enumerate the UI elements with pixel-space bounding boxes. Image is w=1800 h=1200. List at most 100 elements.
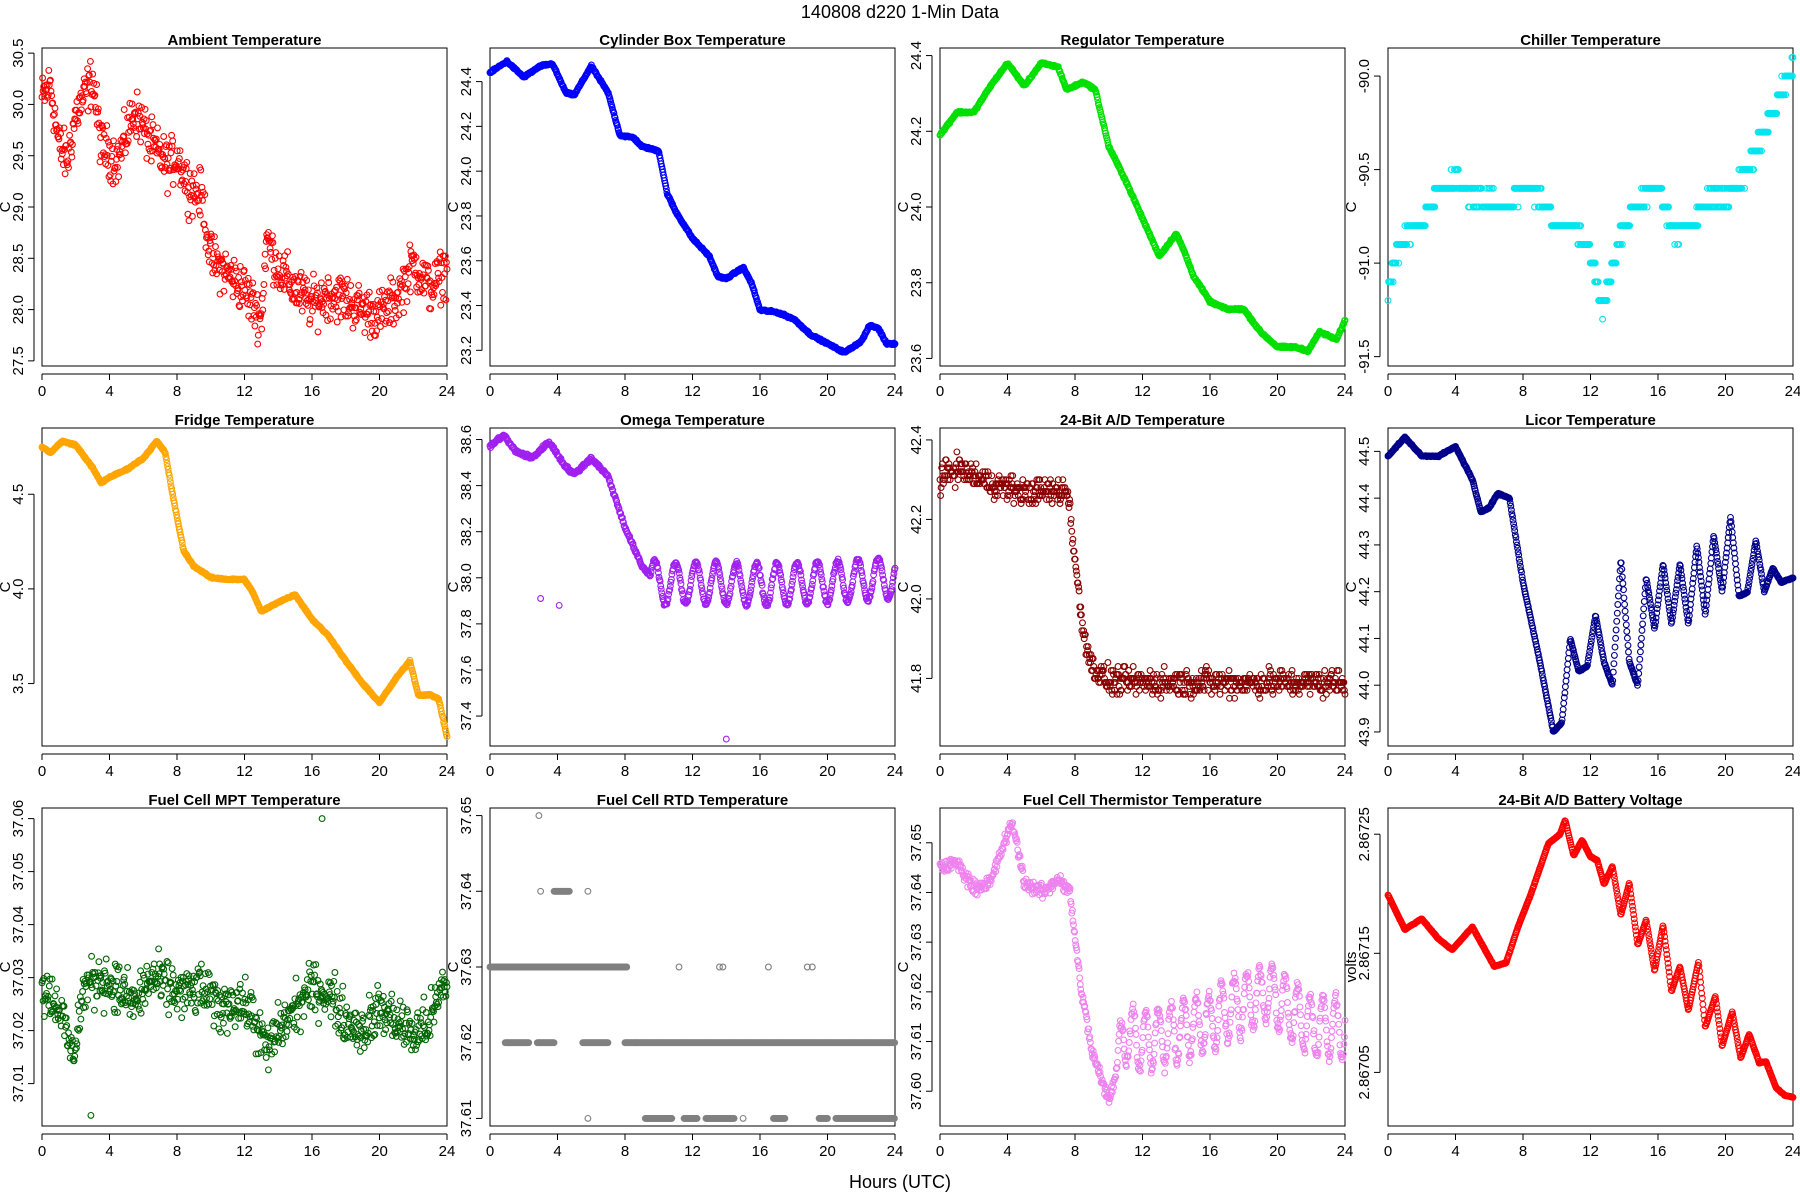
plot-frame — [489, 47, 896, 367]
data-point — [383, 288, 391, 296]
data-point — [152, 135, 160, 143]
data-point — [125, 128, 133, 136]
data-point — [68, 141, 76, 148]
data-point — [48, 92, 56, 100]
data-point — [259, 289, 267, 297]
data-point — [422, 282, 430, 290]
data-point — [314, 328, 322, 336]
data-point — [74, 119, 82, 127]
y-tick-label: 29.0 — [10, 192, 27, 221]
data-point — [303, 276, 311, 284]
plot-frame — [41, 47, 448, 367]
data-point — [196, 211, 204, 219]
data-point — [317, 279, 325, 287]
data-point — [198, 183, 206, 191]
y-tick-label: 24.0 — [908, 192, 925, 221]
y-tick-label: 41.8 — [908, 664, 925, 693]
data-point — [419, 259, 427, 267]
data-point — [1054, 63, 1062, 71]
data-point — [89, 70, 97, 78]
data-point — [439, 288, 446, 296]
data-point — [222, 250, 230, 258]
x-tick-label: 12 — [684, 763, 701, 780]
data-point — [236, 262, 244, 270]
data-point — [337, 313, 345, 321]
data-point — [87, 103, 95, 111]
data-point — [160, 133, 168, 140]
data-point — [367, 301, 375, 308]
x-tick-label: 8 — [1071, 763, 1079, 780]
data-point — [443, 265, 451, 273]
data-point — [154, 124, 161, 132]
data-point — [91, 91, 99, 99]
data-point — [310, 270, 317, 278]
data-point — [306, 320, 314, 328]
data-point — [401, 284, 409, 292]
y-tick-label: 28.0 — [10, 295, 27, 324]
data-point — [39, 74, 47, 82]
y-tick-label: 38.4 — [458, 471, 475, 500]
data-points — [38, 57, 451, 348]
y-tick-label: 24.2 — [908, 117, 925, 146]
x-tick-label: 8 — [1519, 383, 1527, 400]
data-point — [390, 320, 397, 328]
data-point — [125, 113, 133, 121]
plot-frame — [939, 47, 1346, 367]
data-point — [93, 81, 101, 88]
data-point — [1454, 166, 1462, 174]
data-point — [362, 298, 370, 305]
data-point — [274, 265, 282, 273]
data-point — [1384, 297, 1392, 304]
x-tick-label: 12 — [1582, 383, 1599, 400]
data-point — [211, 266, 219, 274]
data-point — [607, 97, 614, 105]
data-point — [350, 296, 357, 304]
data-point — [188, 177, 196, 185]
data-point — [244, 274, 252, 282]
data-point — [237, 278, 245, 286]
data-point — [178, 176, 186, 184]
data-point — [416, 288, 424, 296]
data-point — [96, 158, 104, 166]
data-point — [420, 289, 428, 297]
panel-title: Chiller Temperature — [1520, 32, 1661, 49]
x-tick-label: 8 — [621, 763, 629, 780]
data-point — [326, 315, 334, 323]
y-axis-label: C — [895, 581, 912, 592]
y-tick-label: -90.0 — [1356, 59, 1373, 93]
data-point — [64, 157, 72, 165]
x-tick-label: 20 — [1269, 383, 1286, 400]
x-tick-label: 20 — [371, 383, 388, 400]
data-point — [270, 281, 277, 289]
data-point — [430, 291, 438, 299]
data-point — [400, 309, 408, 317]
data-point — [437, 259, 445, 267]
data-point — [199, 196, 206, 204]
data-point — [185, 217, 193, 225]
data-point — [304, 286, 312, 294]
x-tick-label: 12 — [684, 383, 701, 400]
data-point — [333, 318, 341, 326]
panel-title: Ambient Temperature — [168, 32, 322, 49]
data-point — [65, 164, 72, 172]
data-point — [267, 248, 275, 256]
x-tick-label: 0 — [936, 763, 944, 780]
data-point — [295, 295, 303, 303]
data-point — [212, 243, 219, 251]
data-point — [313, 289, 321, 297]
data-point — [169, 137, 177, 145]
y-tick-label: 37.6 — [458, 655, 475, 684]
y-tick-label: 30.0 — [10, 90, 27, 119]
x-tick-label: 0 — [38, 383, 46, 400]
data-point — [100, 131, 108, 138]
y-axis-label: C — [1343, 201, 1360, 212]
y-tick-label: 37.8 — [458, 609, 475, 638]
y-tick-label: 42.2 — [908, 505, 925, 534]
data-point — [442, 296, 450, 304]
data-point — [218, 256, 226, 263]
data-point — [394, 288, 402, 296]
data-point — [124, 137, 132, 145]
